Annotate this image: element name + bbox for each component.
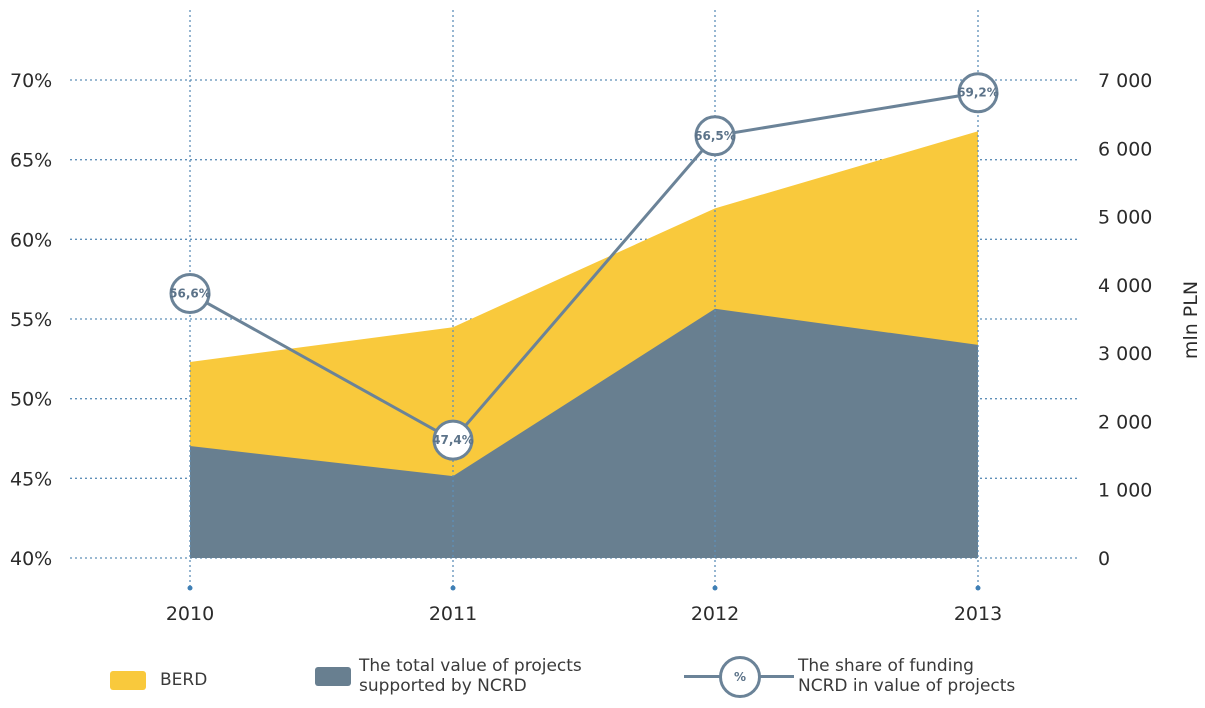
legend-item-ncrd-total: The total value of projects supported by… [315, 656, 582, 696]
legend-item-berd: BERD [110, 670, 207, 690]
share-point [169, 273, 211, 315]
y-left-tick-label: 55% [10, 309, 52, 331]
legend-label-berd: BERD [160, 670, 208, 690]
y-left-tick-label: 50% [10, 389, 52, 411]
x-tick-dot [187, 585, 193, 591]
y-left-tick-label: 45% [10, 468, 52, 490]
y-left-tick-label: 40% [10, 548, 52, 570]
share-data-label: 69,2% [957, 86, 999, 100]
share-point [432, 419, 474, 461]
share-polyline [189, 91, 979, 442]
y-left-tick-label: 70% [10, 70, 52, 92]
legend-label-ncrd-total: The total value of projects supported by… [359, 656, 582, 696]
legend-swatch-ncrd-total [315, 666, 351, 686]
share-data-label: 47,4% [432, 433, 474, 447]
legend-marker-share: % [684, 651, 794, 701]
areas [190, 131, 978, 558]
area-ncrd-total [190, 308, 978, 558]
y-right-tick-label: 3 000 [1098, 343, 1152, 365]
legend: BERD The total value of projects support… [0, 650, 1205, 708]
chart: 56,6% 47,4% 66,5% 69,2% 40% 45% 50% 55% 60% 65% 7… [10, 10, 1202, 625]
share-point [694, 115, 736, 157]
share-line: 56,6% 47,4% 66,5% 69,2% [169, 72, 999, 461]
y-right-tick-label: 6 000 [1098, 138, 1152, 160]
legend-marker-circle: % [719, 656, 761, 698]
x-tick-dot [712, 585, 718, 591]
y-left-tick-label: 60% [10, 229, 52, 251]
legend-swatch-berd [110, 670, 146, 690]
y-right-tick-label: 4 000 [1098, 275, 1152, 297]
x-tick-label: 2010 [166, 603, 214, 625]
legend-label-share: The share of funding NCRD in value of pr… [798, 656, 1016, 696]
legend-item-share: % The share of funding NCRD in value of … [684, 651, 1015, 701]
x-tick-label: 2013 [954, 603, 1002, 625]
y-right-tick-label: 5 000 [1098, 207, 1152, 229]
y-left-tick-label: 65% [10, 150, 52, 172]
x-tick-dot [975, 585, 981, 591]
x-tick-label: 2011 [429, 603, 477, 625]
share-data-label: 66,5% [694, 129, 736, 143]
y-right-tick-label: 2 000 [1098, 411, 1152, 433]
ticks: 40% 45% 50% 55% 60% 65% 70% 0 1 000 2 000 3 000 4 0… [10, 70, 1152, 625]
share-data-label: 56,6% [169, 287, 211, 301]
y-right-tick-label: 1 000 [1098, 480, 1152, 502]
y-right-tick-label: 0 [1098, 548, 1110, 570]
share-point [957, 72, 999, 114]
y-right-tick-label: 7 000 [1098, 70, 1152, 92]
x-tick-dot [450, 585, 456, 591]
x-tick-label: 2012 [691, 603, 739, 625]
right-axis-title: mln PLN [1180, 281, 1202, 359]
